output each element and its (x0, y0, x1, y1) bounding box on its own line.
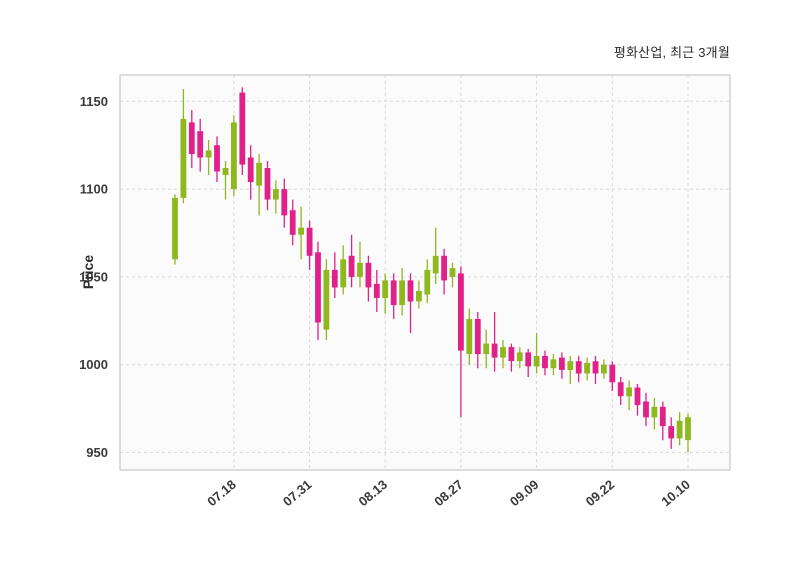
candle-body (676, 420, 683, 439)
x-tick-label: 09.22 (583, 477, 618, 509)
candle-body (458, 273, 464, 351)
candle-body (550, 359, 557, 369)
candle-body (525, 352, 532, 367)
candle-body (289, 210, 296, 235)
candle-body (659, 406, 666, 427)
candle-body (626, 387, 632, 397)
candle-body (592, 361, 599, 374)
y-tick-label: 1100 (80, 182, 108, 197)
x-tick-label: 09.09 (507, 477, 542, 509)
candle-body (365, 262, 372, 288)
candle-body (239, 92, 246, 165)
candle-body (584, 362, 590, 374)
candle-body (516, 352, 523, 362)
candle-body (500, 347, 506, 358)
candle-body (256, 162, 262, 186)
candle-body (491, 343, 498, 358)
y-tick-label: 1150 (80, 94, 108, 109)
candle-body (180, 118, 187, 198)
candle-body (575, 361, 582, 374)
candle-body (416, 290, 422, 302)
candle-body (449, 268, 456, 277)
candle-body (474, 319, 481, 355)
candle-body (264, 168, 271, 200)
x-tick-label: 08.13 (356, 477, 391, 509)
y-axis-label: Price (80, 254, 96, 290)
candle-body (685, 417, 691, 441)
candle-body (441, 255, 447, 281)
candle-body (651, 406, 658, 418)
candle-body (298, 227, 304, 235)
candle-body (340, 259, 347, 288)
x-tick-label: 07.31 (280, 477, 315, 509)
chart-title: 평화산업, 최근 3개월 (613, 45, 730, 60)
candle-body (247, 157, 254, 183)
candle-body (533, 355, 540, 367)
candle-body (643, 401, 649, 418)
candle-body (399, 280, 405, 305)
candle-body (424, 269, 431, 295)
y-tick-label: 1050 (79, 269, 108, 284)
candle-body (331, 269, 338, 288)
candle-body (432, 255, 439, 274)
candle-body (273, 189, 279, 200)
candle-body (357, 262, 363, 277)
candle-body (231, 122, 237, 190)
candle-body (508, 347, 515, 362)
candle-body (222, 168, 229, 175)
candle-body (306, 227, 313, 256)
candle-body (382, 280, 389, 298)
candle-body (214, 145, 220, 172)
candle-body (466, 319, 473, 355)
candle-body (483, 343, 490, 355)
y-tick-label: 950 (86, 445, 108, 460)
candle-body (617, 382, 624, 397)
x-tick-label: 10.10 (658, 477, 693, 509)
candle-body (668, 426, 675, 439)
candle-body (323, 269, 330, 330)
candle-body (559, 357, 565, 370)
plot-frame (119, 74, 731, 471)
candle-body (281, 189, 288, 216)
candle-body (172, 197, 178, 260)
candle-body (197, 131, 204, 158)
y-tick-label: 1000 (79, 357, 108, 372)
candle-body (567, 361, 574, 370)
candle-body (348, 255, 355, 277)
candle-body (390, 280, 397, 305)
candle-body (601, 364, 607, 374)
candle-body (315, 252, 321, 323)
candle-body (542, 355, 548, 369)
candle-body (373, 283, 380, 298)
x-tick-label: 08.27 (431, 477, 466, 509)
candle-body (634, 387, 641, 406)
candle-body (188, 122, 195, 154)
candle-body (609, 364, 616, 383)
x-tick-label: 07.18 (204, 477, 239, 509)
candle-body (407, 280, 414, 302)
candle-body (205, 150, 212, 158)
